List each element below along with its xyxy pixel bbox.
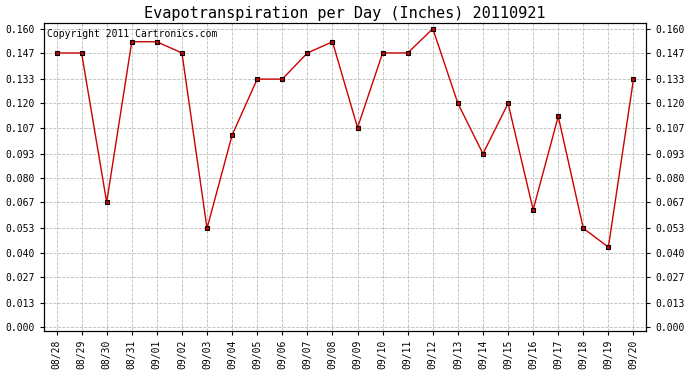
Title: Evapotranspiration per Day (Inches) 20110921: Evapotranspiration per Day (Inches) 2011… xyxy=(144,6,546,21)
Text: Copyright 2011 Cartronics.com: Copyright 2011 Cartronics.com xyxy=(47,29,217,39)
